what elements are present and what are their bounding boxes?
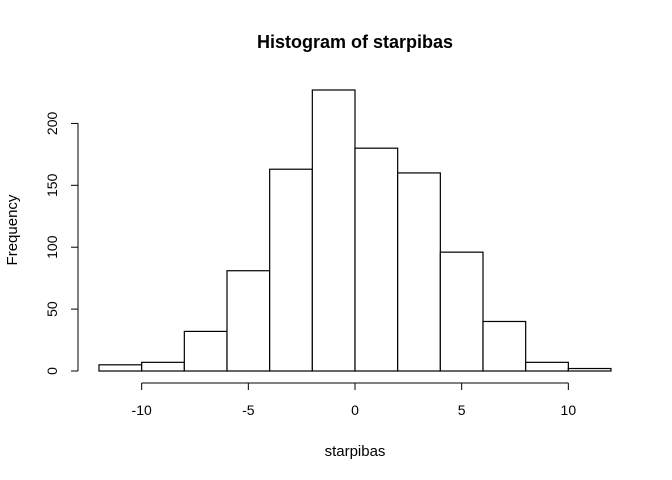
y-tick-label: 50 [44, 301, 60, 317]
bars-group [98, 89, 612, 372]
x-tick-label: 5 [458, 402, 466, 418]
y-axis-label: Frequency [4, 194, 21, 265]
histogram-bar [269, 168, 313, 372]
histogram-bar [397, 172, 441, 372]
y-tick-label: 100 [44, 235, 60, 259]
x-axis: -10 -5 0 5 10 [132, 382, 577, 418]
x-tick-label: 10 [561, 402, 577, 418]
histogram-bar [98, 364, 143, 372]
histogram-bar [567, 367, 612, 372]
histogram-bar [439, 251, 484, 372]
y-tick-label: 150 [44, 173, 60, 197]
histogram-bar [183, 330, 228, 372]
y-tick-label: 0 [44, 367, 60, 375]
x-axis-label: starpibas [325, 443, 386, 460]
histogram-bar [141, 361, 185, 372]
histogram-bar [482, 320, 527, 372]
histogram-bar [226, 270, 271, 372]
histogram-bar [311, 89, 356, 372]
histogram-bar [525, 361, 569, 372]
y-tick-label: 200 [44, 112, 60, 136]
y-axis: 0 50 100 150 200 [44, 112, 79, 375]
chart-title: Histogram of starpibas [257, 32, 453, 52]
x-tick-label: -10 [132, 402, 152, 418]
histogram-bar [354, 147, 399, 372]
x-tick-label: -5 [242, 402, 255, 418]
x-tick-label: 0 [351, 402, 359, 418]
